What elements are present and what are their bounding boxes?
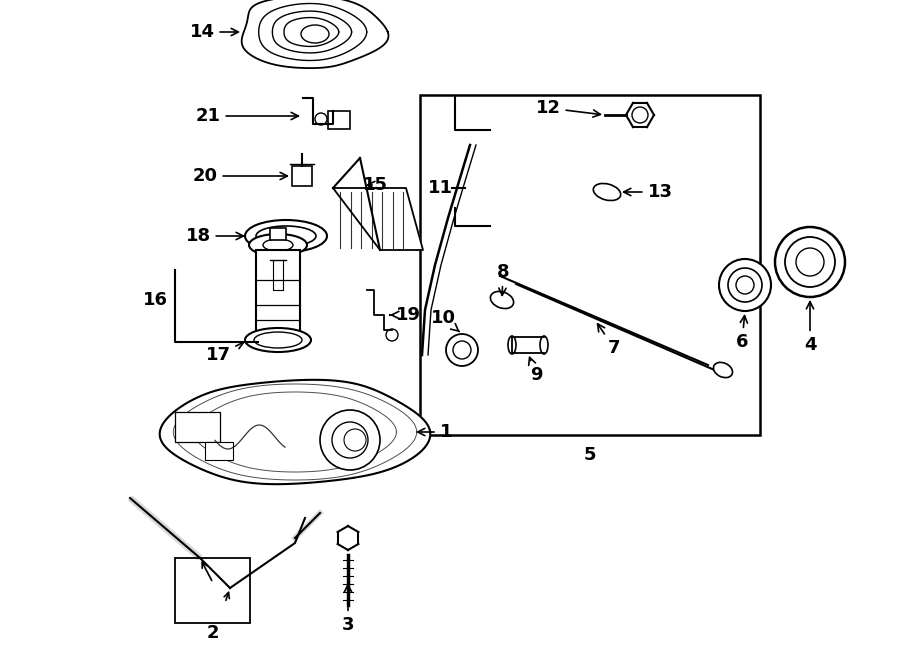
Ellipse shape [245, 328, 311, 352]
Text: 16: 16 [142, 291, 167, 309]
Circle shape [728, 268, 762, 302]
Ellipse shape [245, 220, 327, 252]
Ellipse shape [508, 336, 516, 354]
Text: 1: 1 [418, 423, 452, 441]
Ellipse shape [263, 239, 293, 251]
Ellipse shape [254, 332, 302, 348]
Bar [292, 166, 312, 186]
Circle shape [320, 410, 380, 470]
Circle shape [332, 422, 368, 458]
Text: 19: 19 [390, 306, 420, 324]
Text: 13: 13 [624, 183, 672, 201]
Text: 7: 7 [598, 324, 620, 357]
Circle shape [736, 276, 754, 294]
Circle shape [785, 237, 835, 287]
Bar [175, 412, 220, 442]
Text: 4: 4 [804, 301, 816, 354]
Text: 11: 11 [428, 179, 453, 197]
Bar [420, 95, 760, 435]
Ellipse shape [540, 336, 548, 354]
Text: 21: 21 [195, 107, 299, 125]
Bar [328, 111, 350, 129]
Text: 15: 15 [363, 176, 388, 194]
Text: 18: 18 [185, 227, 243, 245]
Text: 6: 6 [736, 315, 748, 351]
Text: 2: 2 [207, 624, 220, 642]
Text: 5: 5 [584, 446, 596, 464]
Circle shape [775, 227, 845, 297]
Text: 8: 8 [497, 263, 509, 295]
Text: 12: 12 [536, 99, 600, 117]
Text: 10: 10 [430, 309, 459, 332]
Bar [256, 250, 300, 338]
Text: 20: 20 [193, 167, 287, 185]
Text: 9: 9 [528, 358, 542, 384]
Ellipse shape [491, 292, 514, 309]
Polygon shape [159, 380, 430, 484]
Text: 14: 14 [190, 23, 239, 41]
Circle shape [719, 259, 771, 311]
Ellipse shape [256, 226, 316, 246]
Ellipse shape [344, 429, 366, 451]
Text: 3: 3 [342, 584, 355, 634]
Bar [270, 228, 286, 240]
Ellipse shape [714, 362, 733, 377]
Text: 17: 17 [205, 342, 244, 364]
Ellipse shape [593, 184, 621, 200]
Bar [175, 558, 250, 623]
Circle shape [446, 334, 478, 366]
Bar [205, 442, 233, 460]
Polygon shape [333, 188, 423, 250]
Polygon shape [500, 276, 726, 374]
Circle shape [453, 341, 471, 359]
Ellipse shape [249, 234, 307, 256]
Circle shape [796, 248, 824, 276]
